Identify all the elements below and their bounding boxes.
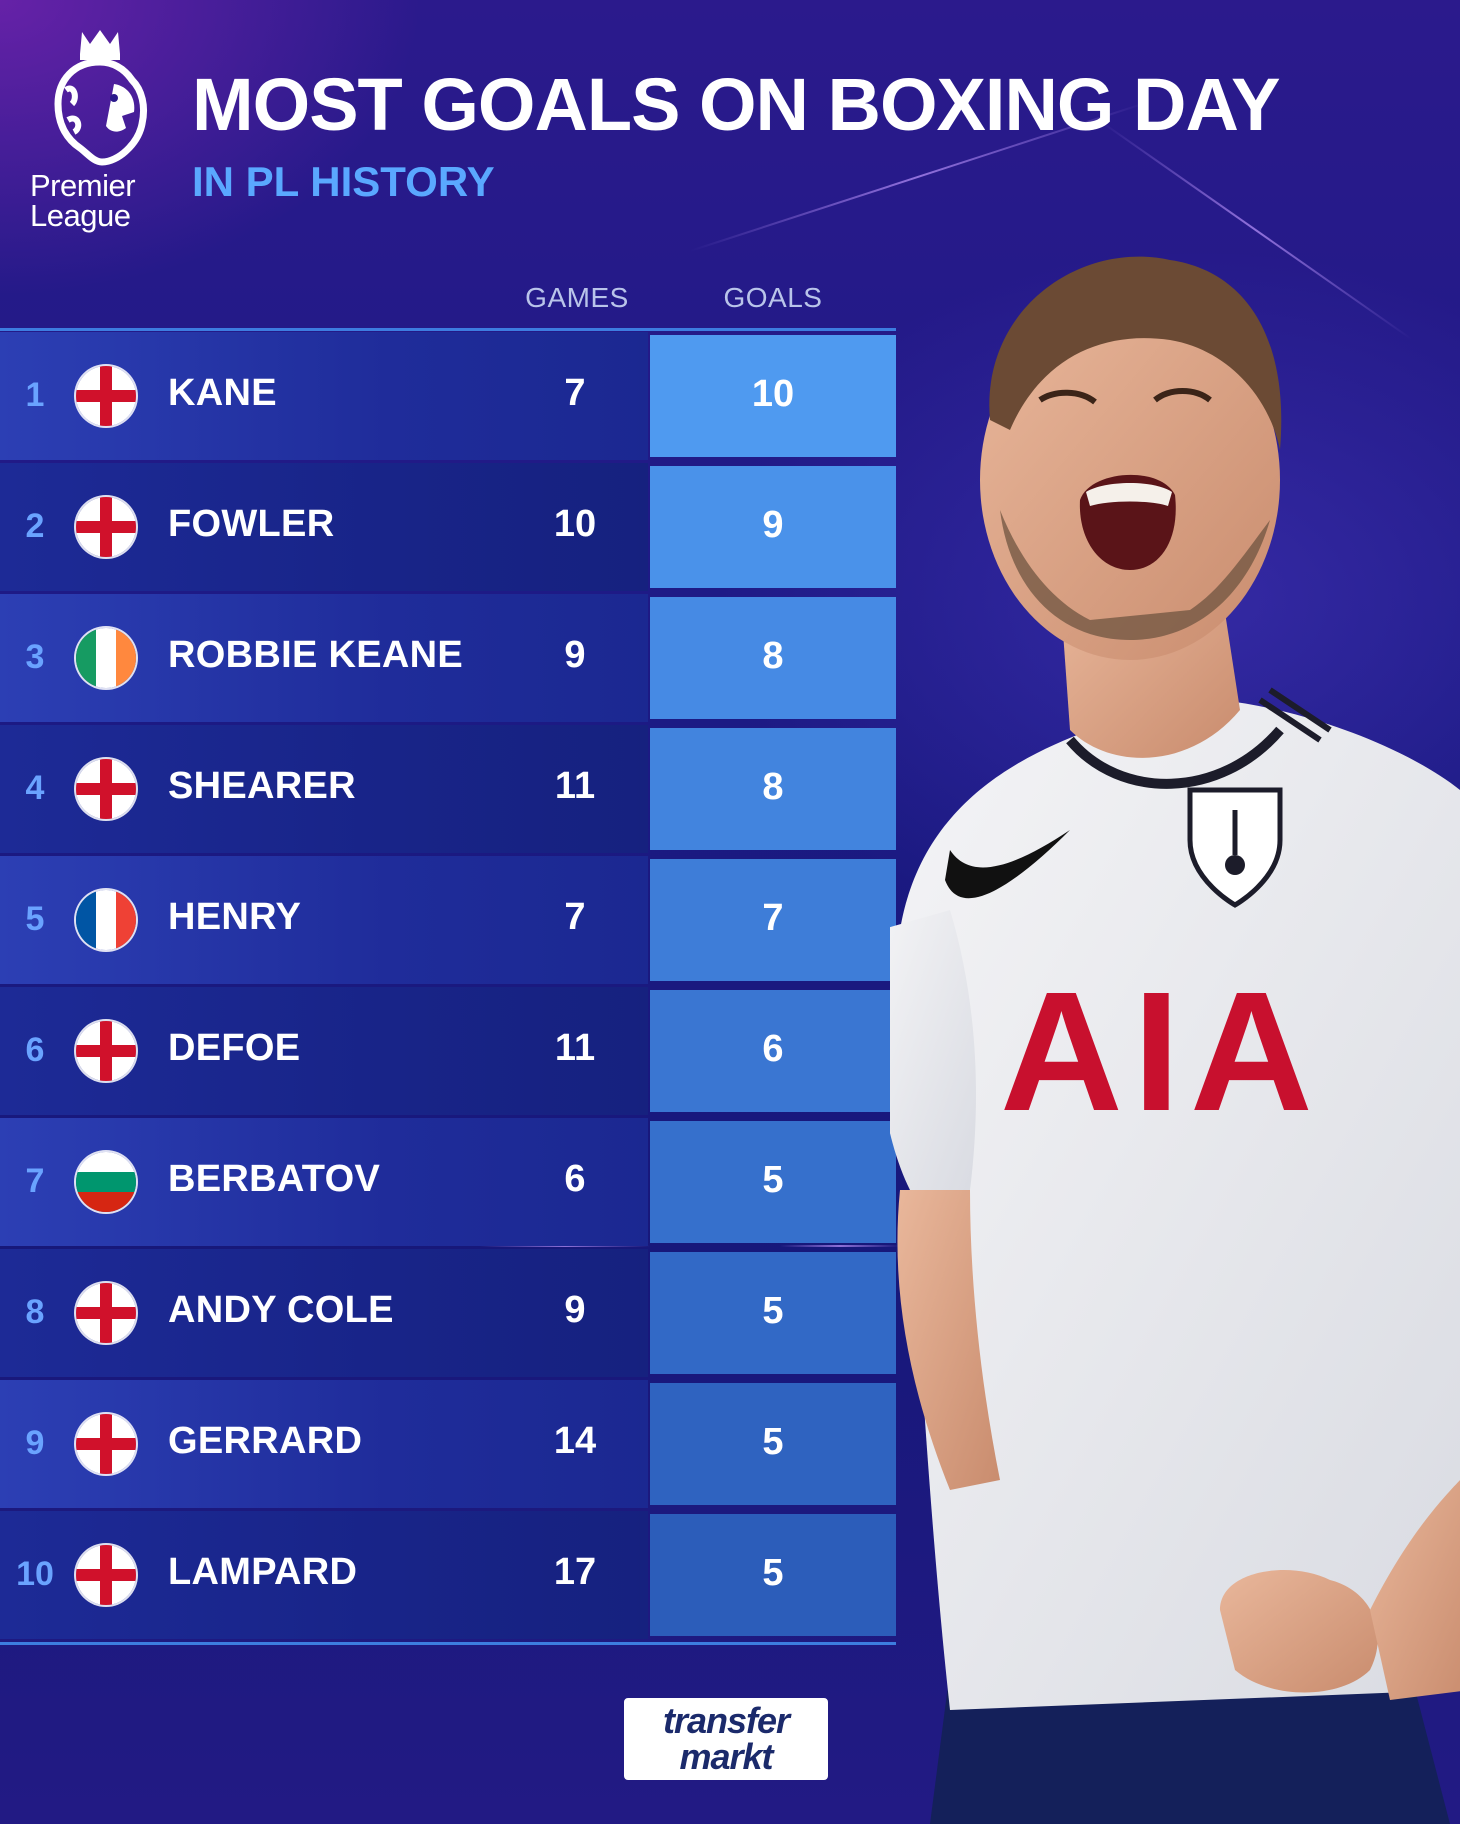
- goals-cell: 5: [650, 1383, 896, 1505]
- table-row: 2 FOWLER 10: [0, 463, 648, 591]
- goals-value: 8: [762, 635, 784, 677]
- goals-cell: 9: [650, 466, 896, 588]
- player-name: LAMPARD: [168, 1551, 358, 1593]
- table-bottom-line: [0, 1642, 896, 1645]
- table-row: 7 BERBATOV 6: [0, 1118, 648, 1246]
- player-name: KANE: [168, 372, 277, 414]
- player-name: ANDY COLE: [168, 1289, 394, 1331]
- england-flag-icon: [76, 1545, 136, 1605]
- goals-value: 5: [762, 1159, 784, 1201]
- rank-number: 1: [25, 376, 45, 414]
- player-name: FOWLER: [168, 503, 335, 545]
- player-name: BERBATOV: [168, 1158, 381, 1200]
- england-flag-icon: [76, 366, 136, 426]
- transfermarkt-logo: transfer markt: [624, 1698, 828, 1780]
- premier-league-logo: Premier League: [30, 28, 170, 238]
- england-flag-icon: [76, 1283, 136, 1343]
- france-flag-icon: [76, 890, 136, 950]
- table-row: 3 ROBBIE KEANE 9: [0, 594, 648, 722]
- table-row: 5 HENRY 7: [0, 856, 648, 984]
- games-value: 14: [553, 1420, 597, 1462]
- goals-value: 7: [762, 897, 784, 939]
- lion-crown-icon: [54, 30, 148, 166]
- goals-cell: 10: [650, 335, 896, 457]
- goals-cell: 5: [650, 1121, 896, 1243]
- england-flag-icon: [76, 759, 136, 819]
- page-subtitle: IN PL HISTORY: [192, 158, 495, 205]
- goals-value: 8: [762, 766, 784, 808]
- goals-value: 6: [762, 1028, 784, 1070]
- games-value: 6: [564, 1158, 586, 1200]
- rank-number: 8: [25, 1293, 45, 1331]
- rank-number: 9: [25, 1424, 45, 1462]
- games-value: 11: [554, 765, 596, 807]
- goals-cell: 8: [650, 728, 896, 850]
- player-name: GERRARD: [168, 1420, 363, 1462]
- column-header-goals: GOALS: [723, 282, 823, 313]
- table-row: 1 KANE 7: [0, 332, 648, 460]
- goals-value: 5: [762, 1421, 784, 1463]
- goals-value: 5: [762, 1290, 784, 1332]
- player-name: HENRY: [168, 896, 302, 938]
- games-value: 9: [564, 634, 586, 676]
- page-title: MOST GOALS ON BOXING DAY: [192, 63, 1280, 146]
- ireland-flag-icon: [76, 628, 136, 688]
- rank-number: 2: [25, 507, 45, 545]
- games-value: 11: [554, 1027, 596, 1069]
- goals-cell: 6: [650, 990, 896, 1112]
- rank-number: 4: [25, 769, 45, 807]
- table-row: 6 DEFOE 11: [0, 987, 648, 1115]
- games-value: 7: [564, 896, 586, 938]
- table-top-line: [0, 328, 896, 331]
- logo-word-premier: Premier: [30, 168, 136, 203]
- goals-value: 10: [751, 373, 795, 415]
- light-streak: [480, 1245, 650, 1247]
- rank-number: 3: [25, 638, 45, 676]
- table-row: 4 SHEARER 11: [0, 725, 648, 853]
- bulgaria-flag-icon: [76, 1152, 136, 1212]
- goals-cell: 5: [650, 1252, 896, 1374]
- shirt-sponsor-text: AIA: [1000, 957, 1323, 1147]
- table-row: 9 GERRARD 14: [0, 1380, 648, 1508]
- table-row: 10 LAMPARD 17: [0, 1511, 648, 1639]
- england-flag-icon: [76, 497, 136, 557]
- goals-value: 9: [762, 504, 784, 546]
- games-value: 9: [564, 1289, 586, 1331]
- column-header-games: GAMES: [525, 282, 629, 313]
- rank-number: 6: [25, 1031, 45, 1069]
- england-flag-icon: [76, 1414, 136, 1474]
- player-photo: AIA: [890, 256, 1460, 1824]
- table-row: 8 ANDY COLE 9: [0, 1249, 648, 1377]
- player-name: DEFOE: [168, 1027, 301, 1069]
- player-name: SHEARER: [168, 765, 356, 807]
- rank-number: 10: [16, 1555, 54, 1593]
- goals-cell: 8: [650, 597, 896, 719]
- transfermarkt-logo-line1: transfer: [662, 1700, 790, 1741]
- rank-number: 7: [25, 1162, 45, 1200]
- transfermarkt-logo-line2: markt: [679, 1736, 773, 1777]
- goals-cell: 5: [650, 1514, 896, 1636]
- club-crest-icon: [1187, 787, 1283, 908]
- rank-number: 5: [25, 900, 45, 938]
- goals-value: 5: [762, 1552, 784, 1594]
- england-flag-icon: [76, 1021, 136, 1081]
- games-value: 17: [553, 1551, 597, 1593]
- goals-cell: 7: [650, 859, 896, 981]
- games-value: 7: [564, 372, 586, 414]
- logo-word-league: League: [30, 198, 131, 233]
- light-streak: [780, 1245, 900, 1247]
- games-value: 10: [553, 503, 597, 545]
- player-name: ROBBIE KEANE: [168, 634, 463, 676]
